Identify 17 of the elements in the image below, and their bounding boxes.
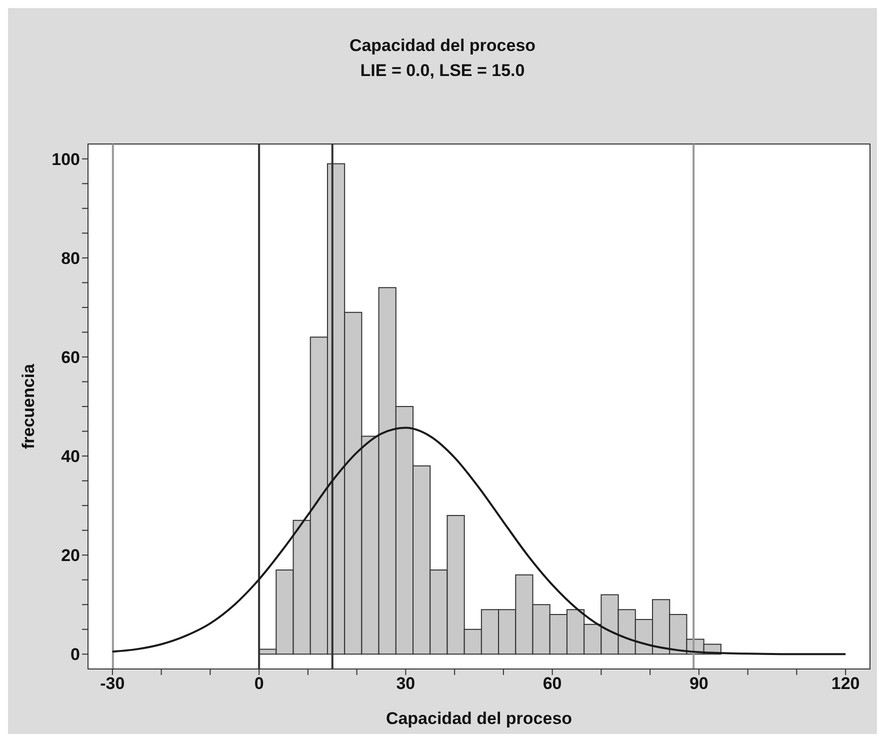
y-tick-label: 40 [61, 447, 80, 466]
x-tick-label: 120 [831, 674, 860, 694]
y-tick-label: 60 [61, 348, 80, 368]
y-tick-label: 0 [70, 645, 80, 664]
y-tick-label: 100 [52, 150, 80, 169]
x-tick-label: 0 [254, 674, 264, 694]
y-tick-label: 20 [61, 546, 80, 566]
chart-subtitle: LIE = 0.0, LSE = 15.0 [359, 60, 526, 82]
x-tick-label: 90 [689, 674, 708, 694]
x-axis-title: Capacidad del proceso [386, 709, 572, 728]
y-tick-label: 80 [61, 248, 80, 268]
x-tick-label: 30 [396, 674, 416, 694]
x-tick-label: -30 [100, 674, 125, 694]
y-axis-title: frecuencia [19, 363, 38, 450]
chart-title: Capacidad del proceso [348, 35, 537, 57]
x-tick-label: 60 [542, 674, 562, 694]
line-series [111, 426, 847, 656]
